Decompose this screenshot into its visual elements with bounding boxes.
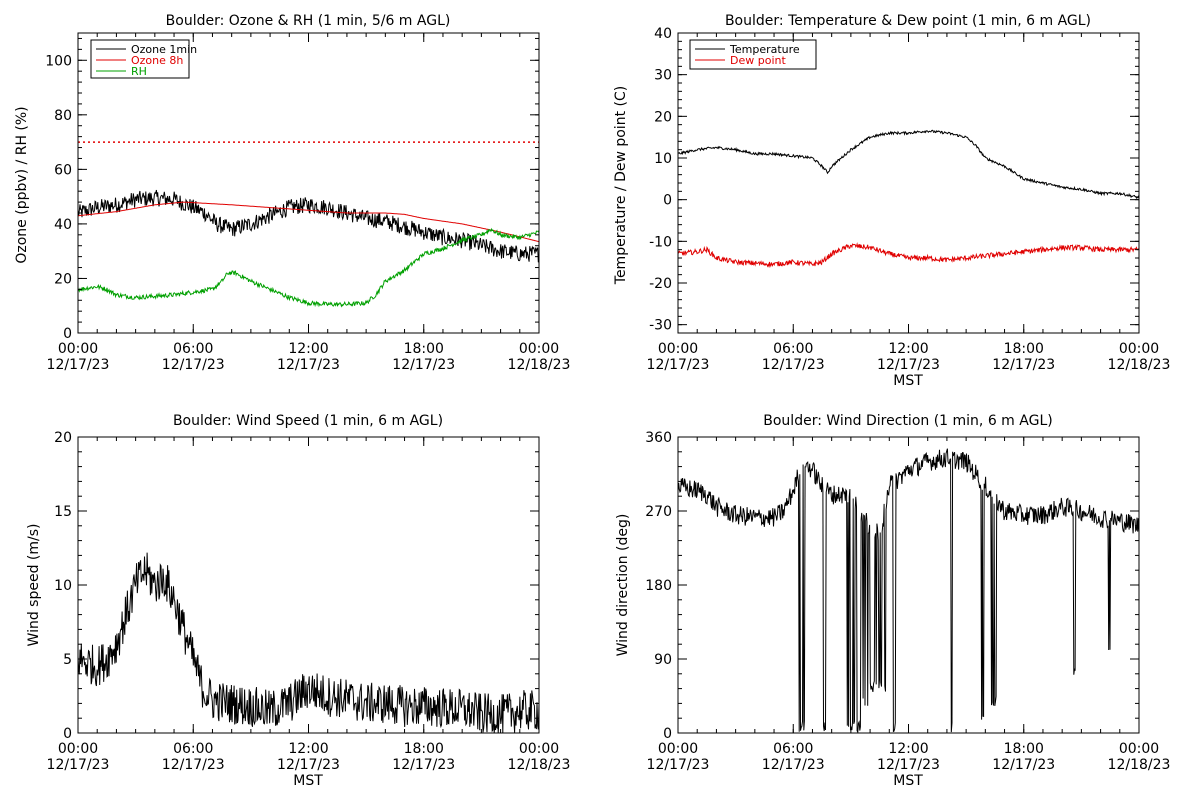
y-tick-label: 90 (654, 652, 672, 668)
x-tick-label-time: 12:00 (888, 341, 928, 357)
series-group (78, 141, 539, 308)
x-tick-label-time: 18:00 (1004, 741, 1044, 757)
series-line-dew-point (678, 242, 1139, 269)
series-group (678, 129, 1139, 269)
x-tick-label-time: 12:00 (888, 741, 928, 757)
x-tick-label-time: 18:00 (404, 741, 444, 757)
y-tick-label: 15 (54, 504, 72, 520)
x-axis-label: MST (893, 373, 923, 389)
x-tick-label-date: 12/17/23 (47, 357, 110, 373)
x-tick-label-date: 12/17/23 (277, 357, 340, 373)
y-tick-label: 0 (63, 326, 72, 342)
y-tick-label: 20 (654, 109, 672, 125)
x-tick-label-date: 12/17/23 (47, 757, 110, 773)
x-tick-label-date: 12/18/23 (508, 357, 571, 373)
x-tick-label-time: 18:00 (1004, 341, 1044, 357)
x-tick-label-time: 00:00 (658, 741, 698, 757)
series-line-wdir (678, 448, 1139, 733)
y-tick-label: 0 (663, 726, 672, 742)
y-tick-label: 30 (654, 68, 672, 84)
y-axis-label: Wind speed (m/s) (26, 524, 42, 647)
x-tick-label-date: 12/18/23 (508, 757, 571, 773)
y-tick-label: 0 (663, 193, 672, 209)
y-tick-label: 100 (45, 53, 72, 69)
y-tick-label: 10 (654, 151, 672, 167)
x-tick-label-date: 12/17/23 (992, 757, 1055, 773)
x-tick-label-date: 12/17/23 (277, 757, 340, 773)
legend-entry-ozone-1min: Ozone 1min (131, 43, 197, 56)
x-tick-label-time: 00:00 (58, 741, 98, 757)
y-tick-label: -10 (649, 234, 672, 250)
y-tick-label: -30 (649, 318, 672, 334)
chart-title: Boulder: Wind Speed (1 min, 6 m AGL) (173, 413, 443, 429)
y-tick-label: 40 (654, 26, 672, 42)
x-tick-label-date: 12/17/23 (762, 757, 825, 773)
x-tick-label-time: 12:00 (288, 741, 328, 757)
series-group (678, 448, 1139, 733)
y-tick-label: 360 (645, 430, 672, 446)
x-tick-label-time: 06:00 (173, 741, 213, 757)
chart-title: Boulder: Temperature & Dew point (1 min,… (725, 13, 1091, 29)
x-tick-label-time: 00:00 (1119, 341, 1159, 357)
x-tick-label-time: 06:00 (773, 741, 813, 757)
chart-title: Boulder: Wind Direction (1 min, 6 m AGL) (763, 413, 1052, 429)
ozone-rh-panel: Boulder: Ozone & RH (1 min, 5/6 m AGL) O… (14, 13, 570, 373)
x-tick-label-date: 12/17/23 (162, 757, 225, 773)
legend-entry-temperature: Temperature (729, 43, 800, 56)
series-line-ozone-8h (78, 201, 539, 243)
x-tick-label-date: 12/17/23 (392, 757, 455, 773)
y-tick-label: 180 (645, 578, 672, 594)
series-group (78, 552, 539, 733)
y-tick-label: -20 (649, 276, 672, 292)
series-line-rh (78, 227, 539, 308)
y-axis-label: Ozone (ppbv) / RH (%) (14, 106, 30, 263)
y-tick-label: 20 (54, 430, 72, 446)
y-tick-label: 5 (63, 652, 72, 668)
temperature-dewpoint-panel: Boulder: Temperature & Dew point (1 min,… (613, 13, 1170, 389)
x-tick-label-date: 12/17/23 (647, 357, 710, 373)
y-tick-label: 10 (54, 578, 72, 594)
x-tick-label-time: 00:00 (519, 741, 559, 757)
wind-direction-panel: Boulder: Wind Direction (1 min, 6 m AGL)… (615, 413, 1170, 789)
y-tick-label: 270 (645, 504, 672, 520)
x-tick-label-date: 12/17/23 (162, 357, 225, 373)
x-tick-label-time: 00:00 (519, 341, 559, 357)
x-tick-label-time: 00:00 (58, 341, 98, 357)
x-tick-label-date: 12/18/23 (1108, 357, 1171, 373)
x-tick-label-date: 12/17/23 (992, 357, 1055, 373)
series-line-temperature (678, 129, 1139, 200)
x-tick-label-date: 12/17/23 (762, 357, 825, 373)
x-axis-label: MST (893, 773, 923, 789)
legend-entry-ozone-8h: Ozone 8h (131, 54, 183, 67)
temperature-legend: Temperature Dew point (689, 39, 817, 70)
x-axis-label: MST (293, 773, 323, 789)
wind-speed-panel: Boulder: Wind Speed (1 min, 6 m AGL) Win… (26, 413, 570, 789)
x-tick-label-date: 12/17/23 (877, 757, 940, 773)
x-tick-label-date: 12/17/23 (392, 357, 455, 373)
series-line-ozone-1min (78, 189, 539, 263)
series-line-wspd (78, 552, 539, 733)
chart-title: Boulder: Ozone & RH (1 min, 5/6 m AGL) (166, 13, 451, 29)
x-tick-label-date: 12/17/23 (877, 357, 940, 373)
x-tick-label-time: 00:00 (1119, 741, 1159, 757)
y-tick-label: 20 (54, 271, 72, 287)
y-axis-label: Wind direction (deg) (615, 514, 631, 657)
x-tick-label-time: 18:00 (404, 341, 444, 357)
ozone-legend: Ozone 1min Ozone 8h RH (90, 39, 197, 79)
x-tick-label-time: 06:00 (173, 341, 213, 357)
legend-entry-rh: RH (131, 65, 147, 78)
y-tick-label: 60 (54, 162, 72, 178)
x-tick-label-time: 06:00 (773, 341, 813, 357)
y-axis-label: Temperature / Dew point (C) (613, 86, 629, 285)
legend-entry-dew-point: Dew point (730, 54, 786, 67)
x-tick-label-time: 12:00 (288, 341, 328, 357)
x-tick-label-date: 12/18/23 (1108, 757, 1171, 773)
x-tick-label-date: 12/17/23 (647, 757, 710, 773)
y-tick-label: 40 (54, 217, 72, 233)
y-tick-label: 0 (63, 726, 72, 742)
x-tick-label-time: 00:00 (658, 341, 698, 357)
y-tick-label: 80 (54, 108, 72, 124)
